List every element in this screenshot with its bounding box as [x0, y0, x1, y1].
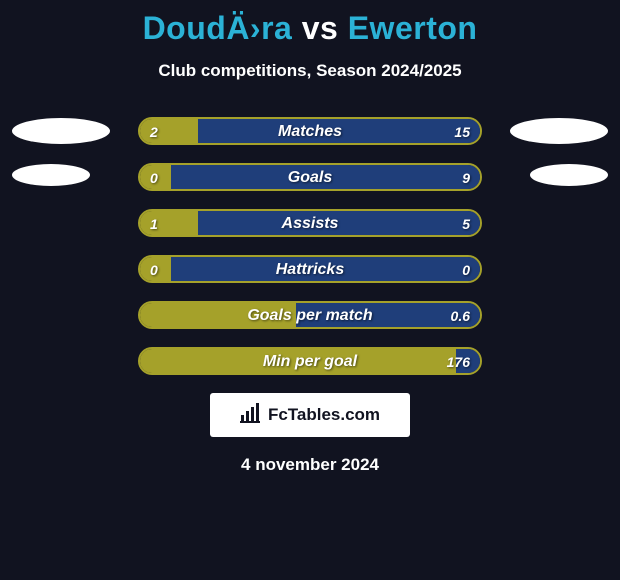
player2-marker [530, 164, 608, 186]
card-date: 4 november 2024 [0, 455, 620, 475]
stat-bar: Hattricks0 0 [138, 255, 482, 283]
stat-row: Hattricks0 0 [0, 255, 620, 285]
stat-label: Assists [140, 211, 480, 237]
comparison-card: DoudÄ›ra vs Ewerton Club competitions, S… [0, 0, 620, 580]
stat-bar: Matches2 15 [138, 117, 482, 145]
stat-value-left: 2 [150, 119, 158, 145]
stat-bar: Min per goal176 [138, 347, 482, 375]
stat-value-left: 0 [150, 257, 158, 283]
stat-bar: Goals0 9 [138, 163, 482, 191]
stat-value-right: 5 [462, 211, 470, 237]
stat-row: Min per goal176 [0, 347, 620, 377]
vs-separator: vs [292, 10, 347, 46]
player1-name: DoudÄ›ra [143, 10, 293, 46]
stat-row: Goals0 9 [0, 163, 620, 193]
stat-value-right: 176 [447, 349, 470, 375]
player2-name: Ewerton [348, 10, 478, 46]
stat-row: Matches2 15 [0, 117, 620, 147]
stat-value-right: 15 [454, 119, 470, 145]
brand-badge: FcTables.com [210, 393, 410, 437]
brand-text: FcTables.com [268, 405, 380, 425]
player1-marker [12, 118, 110, 144]
card-subtitle: Club competitions, Season 2024/2025 [0, 61, 620, 81]
stat-bar: Assists1 5 [138, 209, 482, 237]
stat-label: Hattricks [140, 257, 480, 283]
stat-value-right: 0 [462, 257, 470, 283]
stat-row: Goals per match0.6 [0, 301, 620, 331]
stat-label: Goals per match [140, 303, 480, 329]
stat-label: Min per goal [140, 349, 480, 375]
stat-label: Matches [140, 119, 480, 145]
stat-value-right: 9 [462, 165, 470, 191]
stat-row: Assists1 5 [0, 209, 620, 239]
stat-bar: Goals per match0.6 [138, 301, 482, 329]
player2-marker [510, 118, 608, 144]
stat-value-left: 1 [150, 211, 158, 237]
stat-rows: Matches215Goals09Assists15Hattricks00Goa… [0, 117, 620, 377]
stat-label: Goals [140, 165, 480, 191]
stat-value-right: 0.6 [451, 303, 470, 329]
card-title: DoudÄ›ra vs Ewerton [0, 0, 620, 47]
chart-icon [240, 403, 262, 428]
stat-value-left: 0 [150, 165, 158, 191]
player1-marker [12, 164, 90, 186]
